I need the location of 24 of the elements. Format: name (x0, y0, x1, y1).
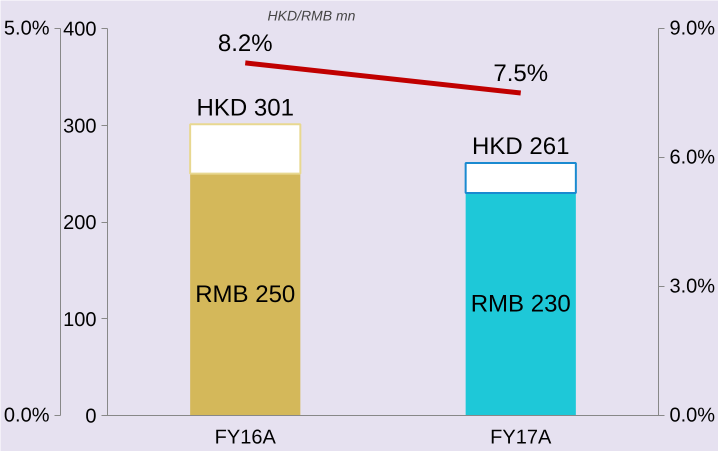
y-tick-label: 100 (63, 308, 97, 331)
data-label: RMB 230 (470, 290, 571, 318)
x-tick-label: FY16A (214, 426, 276, 448)
y2-tick-label: 0.0% (670, 404, 716, 426)
y3-tick-label: 0.0% (4, 404, 50, 426)
total-label: HKD 301 (196, 94, 294, 122)
data-label: 7.5% (493, 60, 548, 87)
bar (466, 192, 576, 416)
y-tick-label: 400 (63, 18, 97, 40)
y-tick-label: 200 (63, 212, 97, 234)
y2-tick-label: 3.0% (670, 276, 716, 298)
bar (464, 162, 577, 194)
data-label: RMB 250 (195, 281, 296, 308)
y-tick-label: 0 (85, 406, 96, 428)
bar (189, 123, 302, 175)
y2-tick-label: 6.0% (670, 146, 716, 168)
x-tick-label: FY17A (490, 426, 552, 448)
bar (190, 174, 300, 416)
y2-tick-label: 9.0% (670, 18, 716, 40)
y-tick-label: 300 (63, 115, 97, 138)
y-axis-title: HKD/RMB mn (268, 8, 356, 24)
total-label: HKD 261 (472, 132, 570, 160)
data-label: 8.2% (218, 30, 273, 57)
y3-tick-label: 5.0% (4, 18, 50, 40)
